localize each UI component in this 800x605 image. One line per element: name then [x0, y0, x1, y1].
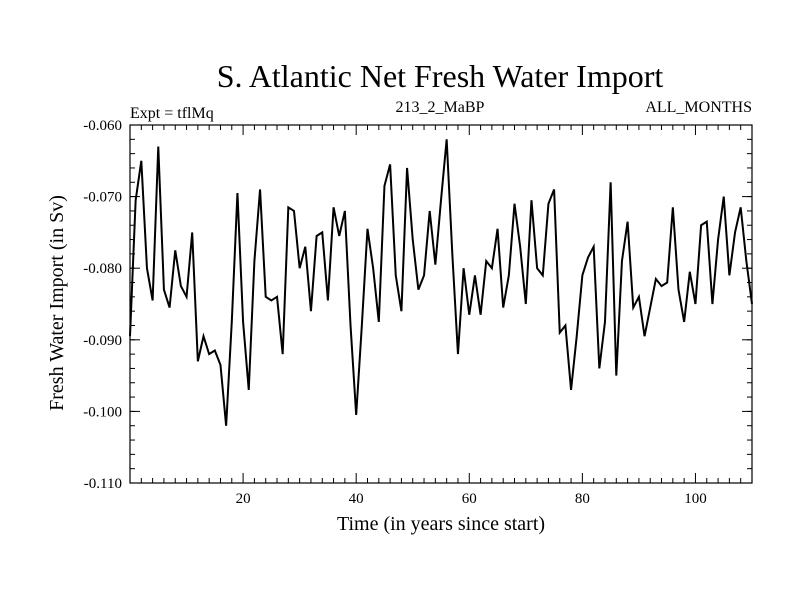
y-tick-label: -0.070 [83, 190, 122, 206]
axis-ticks: -0.060 -0.070 -0.080 -0.090 -0.100 -0.110 20 40… [83, 118, 752, 507]
series-line [129, 139, 753, 426]
y-axis-label: Fresh Water Import (in Sv) [46, 195, 68, 411]
y-tick-label: -0.080 [83, 261, 122, 277]
y-tick-label: -0.060 [83, 118, 122, 134]
series-layer [129, 139, 753, 426]
x-tick-label: 100 [684, 491, 707, 507]
x-tick-label: 20 [236, 491, 251, 507]
plot-frame [129, 124, 753, 484]
y-tick-label: -0.110 [84, 476, 122, 492]
months-label: ALL_MONTHS [645, 99, 752, 116]
experiment-label: Expt = tflMq [130, 105, 214, 122]
x-tick-label: 60 [462, 491, 477, 507]
x-axis-label: Time (in years since start) [337, 513, 545, 535]
y-tick-label: -0.100 [83, 404, 122, 420]
run-id-label: 213_2_MaBP [396, 99, 485, 116]
x-tick-label: 40 [349, 491, 364, 507]
x-tick-label: 80 [575, 491, 590, 507]
chart-title: S. Atlantic Net Fresh Water Import [217, 58, 664, 94]
y-tick-label: -0.090 [83, 333, 122, 349]
